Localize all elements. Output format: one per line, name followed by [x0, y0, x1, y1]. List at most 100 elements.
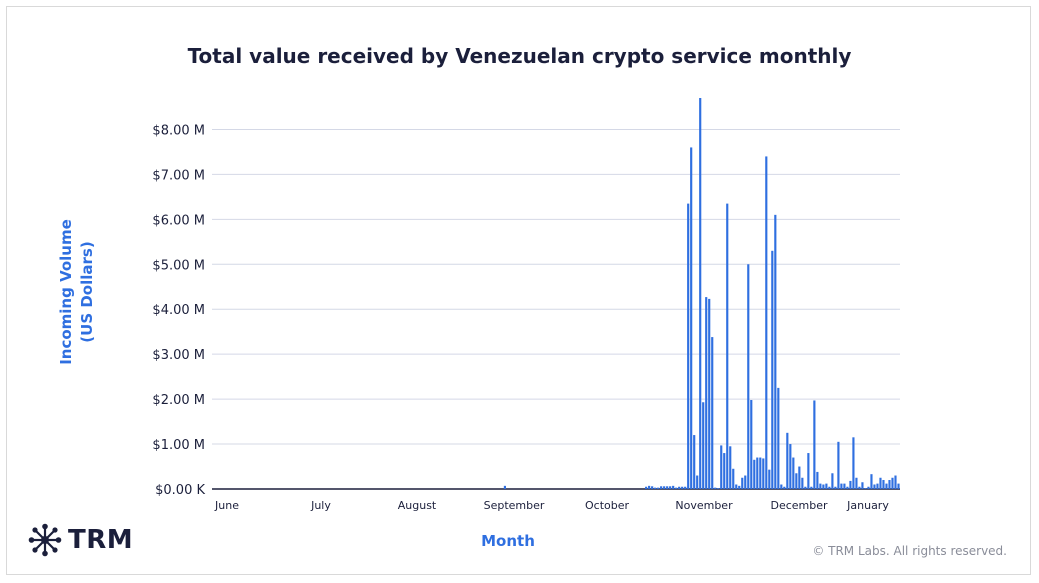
- bar: [663, 486, 666, 489]
- bar: [699, 98, 702, 489]
- bar: [768, 469, 771, 489]
- bar: [648, 485, 651, 489]
- bar: [789, 444, 792, 489]
- copyright-notice: © TRM Labs. All rights reserved.: [812, 544, 1007, 558]
- bar: [774, 214, 777, 489]
- bar: [678, 486, 681, 489]
- y-tick-label: $1.00 M: [152, 438, 205, 453]
- bar: [816, 471, 819, 489]
- bar: [867, 486, 870, 489]
- bar: [702, 402, 705, 489]
- chart-frame: [6, 6, 1031, 575]
- bar: [503, 485, 506, 489]
- y-tick-label: $5.00 M: [152, 258, 205, 273]
- bar: [687, 203, 690, 490]
- bar: [897, 483, 900, 489]
- bar: [837, 441, 840, 489]
- y-tick-labels: $0.00 K $1.00 M $2.00 M $3.00 M $4.00 M $5.00…: [152, 123, 205, 498]
- logo-text: TRM: [68, 525, 134, 555]
- bar: [717, 488, 720, 489]
- bar: [861, 482, 864, 489]
- x-axis-label: Month: [481, 532, 535, 550]
- bar: [708, 298, 711, 489]
- x-tick-label: July: [310, 499, 331, 512]
- bar: [762, 458, 765, 489]
- bar: [651, 486, 654, 489]
- bar: [819, 483, 822, 489]
- bar: [753, 459, 756, 489]
- bar: [843, 483, 846, 489]
- bar: [834, 486, 837, 489]
- bar: [696, 475, 699, 489]
- x-tick-label: December: [770, 499, 828, 512]
- bar: [657, 487, 660, 489]
- network-icon: [28, 523, 62, 557]
- bar: [693, 435, 696, 489]
- bar: [825, 483, 828, 489]
- bar: [684, 486, 687, 489]
- bar: [840, 483, 843, 489]
- x-tick-label: September: [484, 499, 545, 512]
- bar: [750, 400, 753, 489]
- y-tick-label: $8.00 M: [152, 123, 205, 138]
- bar: [690, 147, 693, 489]
- bar: [885, 483, 888, 489]
- bar: [822, 484, 825, 489]
- y-tick-label: $4.00 M: [152, 303, 205, 318]
- bar: [792, 457, 795, 489]
- bar: [888, 480, 891, 489]
- x-tick-label: August: [398, 499, 437, 512]
- bar: [765, 156, 768, 489]
- gridlines: [212, 128, 900, 490]
- bar: [810, 486, 813, 489]
- bar: [654, 487, 657, 489]
- bar: [645, 486, 648, 489]
- bar: [723, 453, 726, 489]
- bar: [795, 473, 798, 489]
- x-tick-label: November: [675, 499, 733, 512]
- bar: [744, 475, 747, 489]
- bar: [849, 480, 852, 489]
- bar: [729, 446, 732, 489]
- bar: [777, 387, 780, 489]
- y-tick-label: $3.00 M: [152, 348, 205, 363]
- bar: [858, 486, 861, 489]
- bar: [876, 483, 879, 489]
- bar: [828, 486, 831, 489]
- bar: [732, 468, 735, 489]
- bar: [870, 474, 873, 489]
- bar: [879, 477, 882, 489]
- bar: [786, 432, 789, 489]
- bar: [783, 486, 786, 489]
- bar: [666, 486, 669, 489]
- bar: [801, 477, 804, 489]
- bar: [738, 485, 741, 489]
- bar: [756, 457, 759, 489]
- bar: [798, 466, 801, 489]
- bar: [891, 477, 894, 489]
- bar: [726, 203, 729, 490]
- bar: [735, 484, 738, 489]
- y-tick-label: $2.00 M: [152, 393, 205, 408]
- bar: [720, 445, 723, 489]
- bar: [681, 486, 684, 489]
- bar: [675, 487, 678, 489]
- bar: [780, 484, 783, 489]
- bar: [894, 475, 897, 489]
- y-tick-label: $7.00 M: [152, 168, 205, 183]
- y-tick-label: $6.00 M: [152, 213, 205, 228]
- bar: [813, 400, 816, 489]
- bar: [771, 250, 774, 489]
- bar: [741, 477, 744, 489]
- x-tick-label: June: [214, 499, 239, 512]
- chart-title: Total value received by Venezuelan crypt…: [187, 44, 852, 68]
- bar: [807, 453, 810, 489]
- bar: [846, 486, 849, 489]
- y-tick-label: $0.00 K: [155, 483, 205, 498]
- bar: [660, 486, 663, 489]
- bar: [831, 473, 834, 489]
- x-tick-label: October: [585, 499, 629, 512]
- x-tick-label: January: [846, 499, 889, 512]
- x-tick-labels: June July August September October November De…: [214, 499, 889, 512]
